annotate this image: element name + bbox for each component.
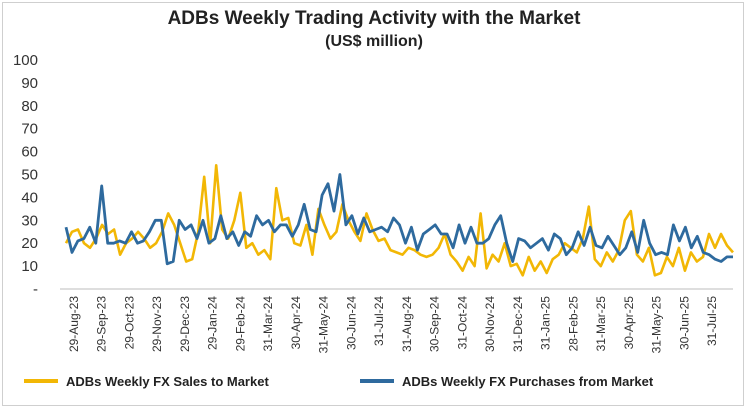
- x-tick-label: 29-Jan-24: [206, 296, 220, 350]
- y-tick-label: 60: [21, 144, 38, 161]
- x-tick-label: 29-Nov-23: [150, 296, 164, 352]
- x-tick-label: 29-Dec-23: [178, 296, 192, 352]
- x-tick-label: 31-Aug-24: [400, 296, 414, 352]
- chart-frame: [2, 2, 744, 406]
- y-tick-label: 100: [13, 52, 38, 69]
- y-tick-label: 10: [21, 258, 38, 275]
- chart-subtitle: (US$ million): [325, 33, 423, 50]
- x-tick-label: 29-Sep-23: [95, 296, 109, 352]
- y-tick-label: 80: [21, 98, 38, 115]
- legend-purchases-swatch: [360, 379, 394, 383]
- y-tick-label: 30: [21, 212, 38, 229]
- x-tick-label: 30-Apr-24: [289, 296, 303, 350]
- y-tick-label: 40: [21, 189, 38, 206]
- x-tick-label: 31-Dec-24: [511, 296, 525, 352]
- y-tick-label: -: [33, 281, 38, 298]
- x-tick-label: 31-Jul-24: [372, 296, 386, 346]
- legend-sales-label: ADBs Weekly FX Sales to Market: [66, 373, 269, 389]
- x-tick-label: 31-Jan-25: [539, 296, 553, 350]
- legend-sales-swatch: [24, 379, 58, 383]
- x-tick-label: 29-Aug-23: [67, 296, 81, 352]
- y-tick-label: 70: [21, 121, 38, 138]
- x-tick-label: 30-Sep-24: [428, 296, 442, 352]
- x-tick-label: 31-Jul-25: [705, 296, 719, 346]
- x-tick-label: 31-Mar-24: [261, 296, 275, 352]
- x-tick-label: 31-May-24: [317, 296, 331, 354]
- legend-sales: ADBs Weekly FX Sales to Market: [24, 372, 269, 390]
- chart-title: ADBs Weekly Trading Activity with the Ma…: [167, 8, 581, 29]
- legend-purchases-label: ADBs Weekly FX Purchases from Market: [402, 373, 654, 389]
- x-tick-label: 31-Oct-24: [455, 296, 469, 350]
- x-tick-label: 30-Jun-24: [344, 296, 358, 350]
- series-purchases-line: [64, 173, 733, 266]
- y-tick-label: 90: [21, 75, 38, 92]
- x-tick-label: 30-Apr-25: [622, 296, 636, 350]
- x-tick-label: 30-Nov-24: [483, 296, 497, 352]
- x-tick-label: 31-May-25: [650, 296, 664, 354]
- legend-purchases: ADBs Weekly FX Purchases from Market: [360, 372, 653, 390]
- y-tick-label: 20: [21, 235, 38, 252]
- x-tick-label: 28-Feb-25: [566, 296, 580, 352]
- x-tick-label: 30-Jun-25: [677, 296, 691, 350]
- x-tick-label: 31-Mar-25: [594, 296, 608, 352]
- y-tick-label: 50: [21, 167, 38, 184]
- x-tick-label: 29-Oct-23: [122, 296, 136, 350]
- x-tick-label: 29-Feb-24: [233, 296, 247, 352]
